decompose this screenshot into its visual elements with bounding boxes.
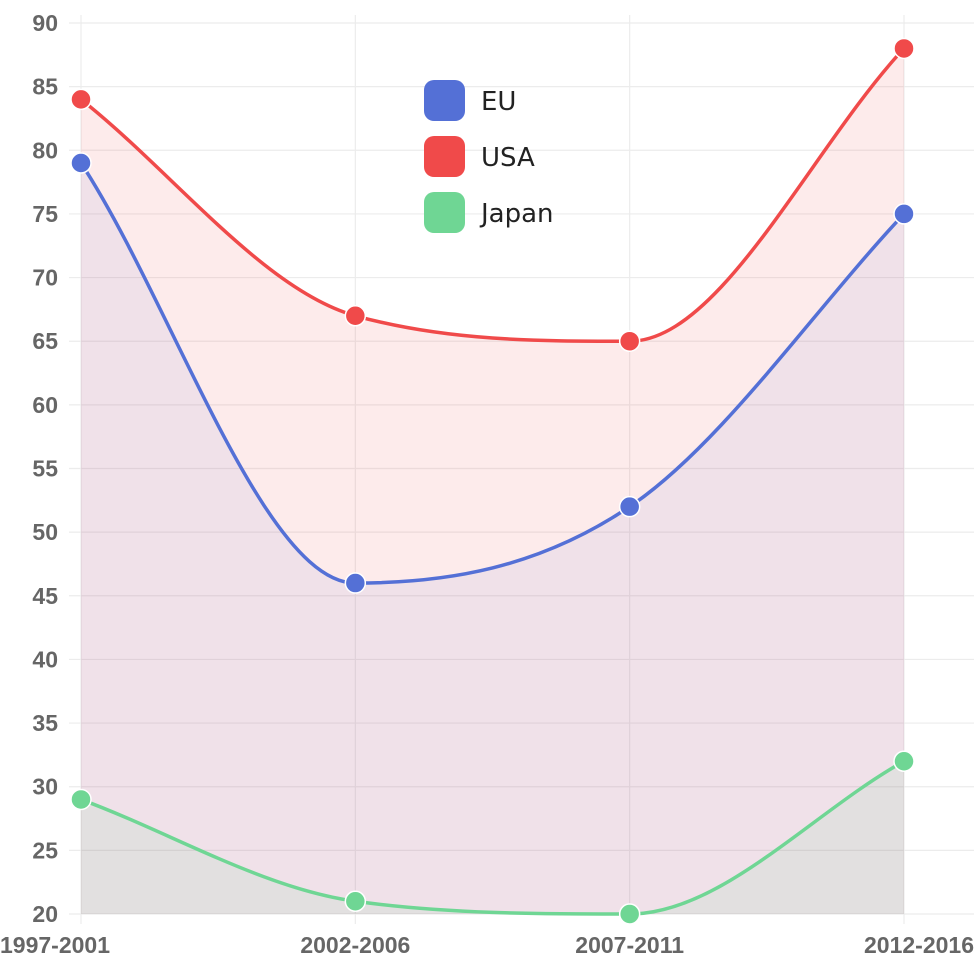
area-eu [81,163,904,914]
point-usa[interactable] [893,37,915,60]
y-tick-label: 25 [32,837,58,863]
y-tick-label: 30 [32,774,58,800]
legend-swatch-eu[interactable] [424,80,465,121]
y-tick-label: 80 [32,137,58,163]
x-tick-label: 1997-2001 [0,932,110,958]
point-japan[interactable] [618,903,641,925]
y-tick-label: 90 [32,10,58,36]
legend-label-usa[interactable]: USA [481,143,535,173]
y-tick-label: 75 [32,201,58,227]
point-usa[interactable] [344,305,367,327]
legend-swatch-usa[interactable] [424,136,465,177]
point-usa[interactable] [70,88,92,111]
legend-label-japan[interactable]: Japan [479,199,554,229]
point-eu[interactable] [893,203,915,225]
y-tick-label: 40 [32,646,58,672]
y-tick-label: 50 [32,519,58,545]
x-tick-label: 2012-2016 [864,932,974,958]
y-axis-ticks: 20 25 30 35 40 45 50 55 60 65 70 75 80 85 90 [32,10,58,927]
y-tick-label: 55 [32,456,58,482]
legend-swatch-japan[interactable] [424,192,465,233]
y-tick-label: 60 [32,392,58,418]
y-tick-label: 70 [32,265,58,291]
y-tick-label: 35 [32,710,58,736]
series-areas [81,48,904,914]
point-eu[interactable] [70,152,92,174]
y-tick-label: 65 [32,328,58,354]
area-japan [81,761,904,914]
y-tick-label: 45 [32,583,58,609]
x-tick-label: 2002-2006 [300,932,410,958]
point-japan[interactable] [893,750,915,773]
line-japan [80,759,905,916]
legend: EU USA Japan [424,80,554,233]
line-usa [79,47,906,343]
point-japan[interactable] [344,890,367,913]
y-tick-label: 20 [32,901,58,927]
legend-label-eu[interactable]: EU [481,87,516,117]
point-eu[interactable] [344,572,367,594]
x-tick-label: 2007-2011 [575,932,684,958]
y-tick-label: 85 [32,74,58,100]
series-points [70,37,915,925]
series-lines [79,47,906,916]
point-eu[interactable] [618,495,641,518]
point-usa[interactable] [618,330,641,352]
point-japan[interactable] [70,788,92,811]
area-usa [81,48,904,914]
line-eu [79,162,906,585]
x-axis-ticks: 1997-2001 2002-2006 2007-2011 2012-2016 [0,932,974,958]
